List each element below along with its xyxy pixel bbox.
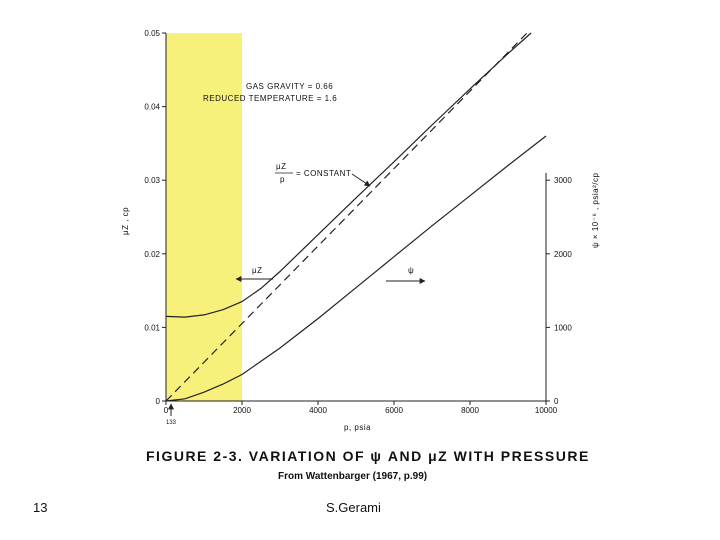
x-tick-label: 0: [164, 406, 169, 415]
y-left-tick-label: 0.04: [144, 103, 160, 112]
constant-numerator: μZ: [276, 162, 287, 171]
y-axis-left-label: μZ , cp: [121, 207, 130, 235]
x-tick-label: 6000: [385, 406, 403, 415]
figure-caption: FIGURE 2-3. VARIATION OF ψ AND μZ WITH P…: [146, 448, 590, 464]
psi-arrow-label: ψ: [408, 266, 414, 275]
x-tick-label: 4000: [309, 406, 327, 415]
tick-labels: 0 2000 4000 6000 8000 1000000.010.020.030.040…: [144, 29, 572, 415]
series-line: [165, 135, 547, 402]
x-tick-label: 8000: [461, 406, 479, 415]
reduced-temp-label: REDUCED TEMPERATURE = 1.6: [203, 94, 337, 103]
y-right-tick-label: 1000: [554, 323, 572, 332]
y-left-tick-label: 0.03: [144, 176, 160, 185]
y-left-tick-label: 0.01: [144, 323, 160, 332]
constant-denominator: p: [280, 175, 285, 184]
axes: [162, 32, 550, 405]
highlight-band: [166, 33, 242, 401]
y-right-tick-label: 2000: [554, 250, 572, 259]
mu-arrow-label: μZ: [252, 266, 263, 275]
x-tick-label: 2000: [233, 406, 251, 415]
gas-gravity-label: GAS GRAVITY = 0.66: [246, 82, 333, 91]
x-tick-label: 10000: [535, 406, 558, 415]
series-line: [165, 32, 532, 318]
series-line: [165, 32, 528, 402]
y-left-tick-label: 0: [156, 397, 161, 406]
marker-label: 133: [166, 420, 177, 426]
y-left-tick-label: 0.05: [144, 29, 160, 38]
page-number: 13: [33, 500, 48, 515]
series-lines: [165, 32, 547, 402]
constant-label: = CONSTANT: [296, 169, 351, 178]
chart: 0 2000 4000 6000 8000 1000000.010.020.030.040…: [121, 29, 600, 482]
y-left-tick-label: 0.02: [144, 250, 160, 259]
y-right-tick-label: 3000: [554, 176, 572, 185]
y-right-tick-label: 0: [554, 397, 559, 406]
figure-source: From Wattenbarger (1967, p.99): [278, 471, 427, 482]
author-name: S.Gerami: [326, 500, 381, 515]
x-axis-label: p, psia: [344, 423, 371, 432]
y-axis-right-label: ψ × 10⁻⁶ , psia²/cp: [591, 173, 600, 248]
constant-arrow: [351, 173, 371, 187]
